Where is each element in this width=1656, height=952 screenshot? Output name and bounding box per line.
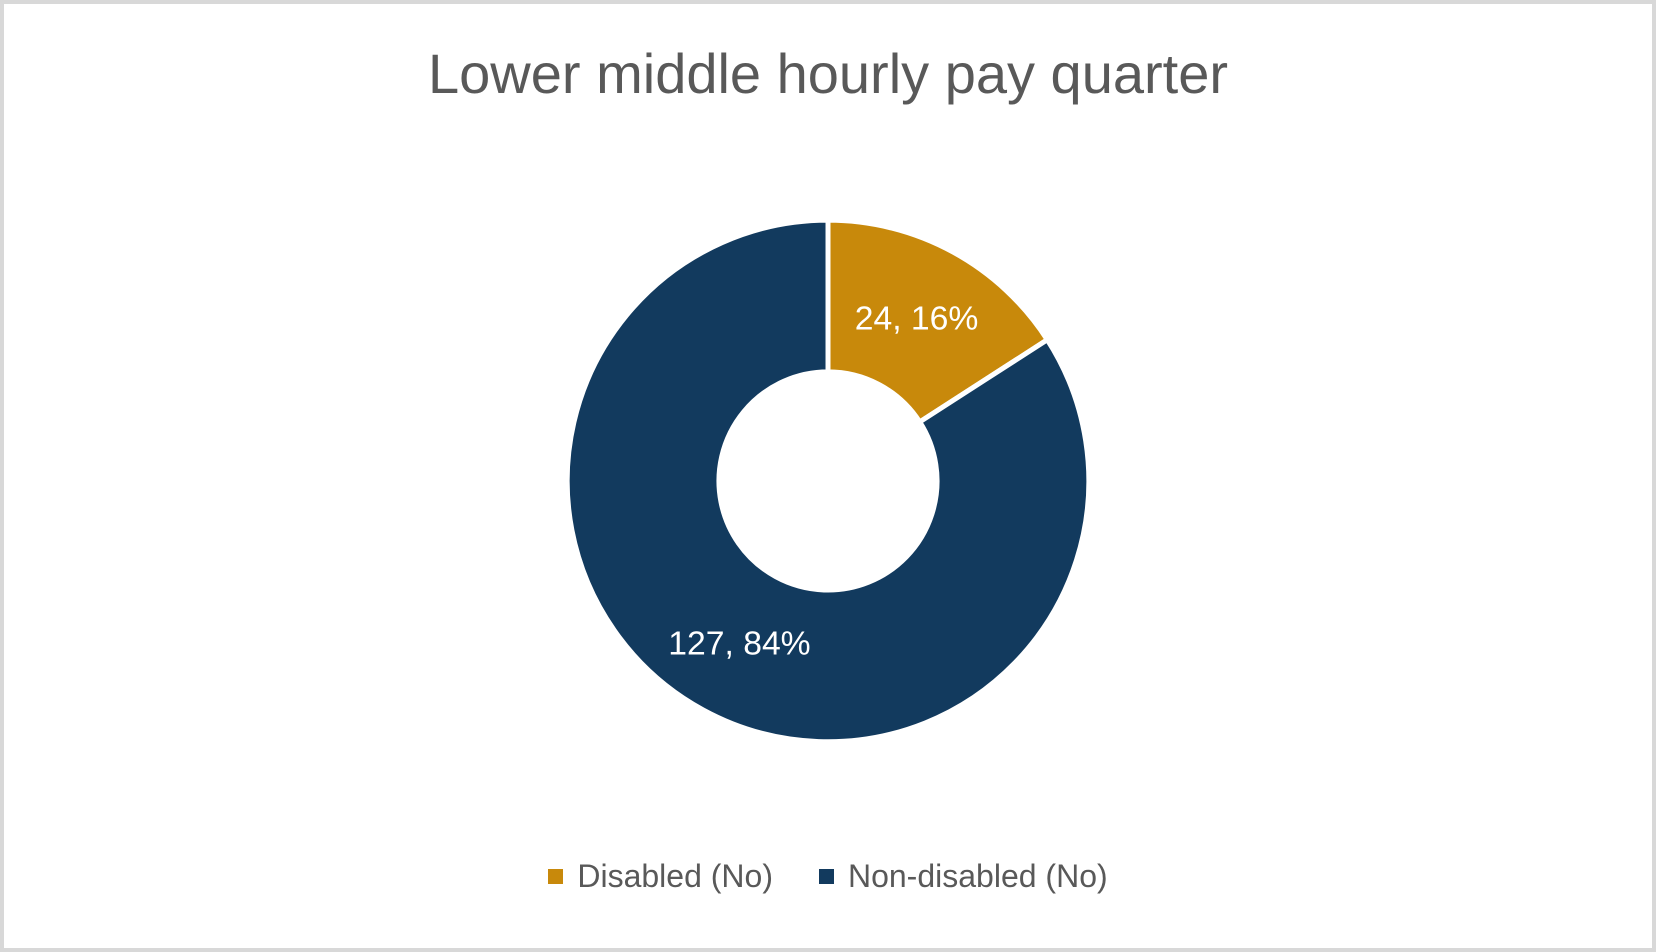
chart-title: Lower middle hourly pay quarter <box>428 42 1228 105</box>
legend-item-non-disabled: Non-disabled (No) <box>818 858 1108 895</box>
data-label-1: 127, 84% <box>668 624 810 662</box>
chart-legend: Disabled (No) Non-disabled (No) <box>4 858 1652 895</box>
donut-slice-1 <box>564 217 1092 745</box>
data-label-0: 24, 16% <box>855 300 979 338</box>
legend-label-disabled: Disabled (No) <box>577 858 773 894</box>
legend-swatch-disabled <box>548 869 564 884</box>
legend-swatch-non-disabled <box>818 869 834 884</box>
donut-chart: 24, 16% 127, 84% <box>564 217 1092 745</box>
legend-label-non-disabled: Non-disabled (No) <box>847 858 1108 894</box>
donut-slice-0 <box>825 217 1050 425</box>
legend-item-disabled: Disabled (No) <box>548 858 773 895</box>
